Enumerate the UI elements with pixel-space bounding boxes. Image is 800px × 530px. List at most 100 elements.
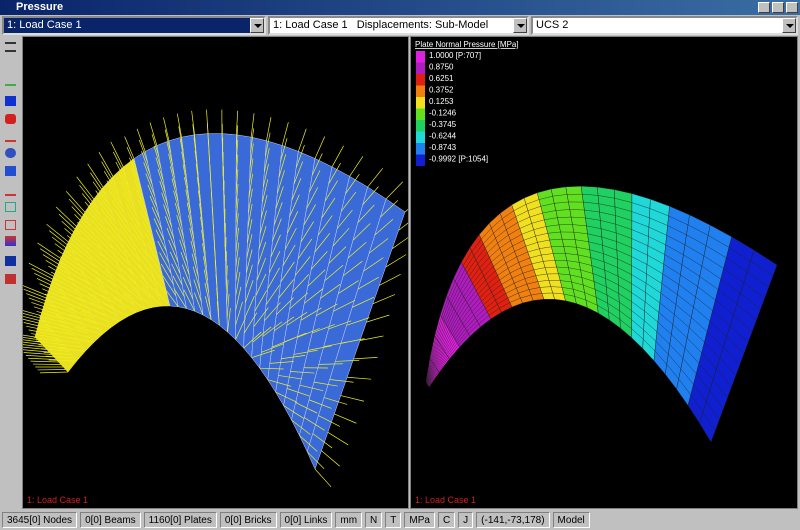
result-dropdown[interactable]: 1: Load Case 1 Displacements: Sub-Model <box>268 16 529 35</box>
load-arrow <box>88 294 114 309</box>
tool-icon[interactable] <box>5 202 16 212</box>
load-arrow <box>316 303 338 316</box>
tool-icon[interactable] <box>5 236 16 246</box>
mesh-line <box>603 261 618 268</box>
mesh-line <box>543 260 555 262</box>
model-view <box>7 109 424 488</box>
ucs-dropdown[interactable]: UCS 2 <box>531 16 798 35</box>
mesh-line <box>720 278 741 294</box>
tool-icon[interactable] <box>5 96 16 106</box>
mesh-line <box>442 300 450 320</box>
load-arrow <box>145 173 155 196</box>
load-arrow <box>110 287 134 305</box>
tool-icon[interactable] <box>5 274 16 284</box>
load-arrow <box>126 146 137 170</box>
tool-icon[interactable] <box>5 186 16 196</box>
load-arrow <box>185 189 192 214</box>
close-button[interactable] <box>786 2 798 13</box>
mesh-line <box>709 390 724 409</box>
maximize-button[interactable] <box>772 2 784 13</box>
mesh-line <box>436 319 443 339</box>
load-arrow <box>295 402 318 414</box>
load-arrow <box>275 186 284 210</box>
mesh-line <box>448 313 458 330</box>
mesh-line <box>614 198 632 203</box>
mesh-line <box>505 287 517 294</box>
load-arrow <box>31 267 57 282</box>
load-arrow <box>69 314 97 324</box>
mesh-line <box>619 302 632 311</box>
load-arrow <box>97 243 119 265</box>
mesh-line <box>662 273 680 285</box>
status-field: J <box>458 512 474 528</box>
load-arrow <box>98 152 114 177</box>
load-arrow <box>286 312 308 326</box>
load-arrow <box>112 297 137 313</box>
mesh-line <box>440 328 449 347</box>
mesh-line <box>483 232 494 244</box>
legend-label: -0.6244 <box>429 132 457 141</box>
load-arrow <box>249 158 254 183</box>
mesh-line <box>517 216 530 223</box>
load-arrow <box>76 176 95 200</box>
load-arrow <box>225 237 227 262</box>
mesh-line <box>663 264 681 275</box>
mesh-line <box>471 238 482 252</box>
right-viewport[interactable]: Plate Normal Pressure [MPa] 1.0000 [P:707… <box>410 36 798 509</box>
mesh-line <box>682 358 697 374</box>
tool-icon[interactable] <box>5 220 16 230</box>
load-case-dropdown[interactable]: 1: Load Case 1 <box>2 16 266 35</box>
mesh-line <box>616 241 632 248</box>
load-arrow <box>100 208 119 231</box>
load-arrow <box>159 180 168 204</box>
mesh-line <box>648 226 667 236</box>
left-viewport[interactable]: 1: Load Case 1 <box>7 36 424 509</box>
mesh-line <box>561 287 574 290</box>
mesh-line <box>579 262 592 266</box>
load-arrow <box>178 126 184 150</box>
mesh-line <box>506 222 518 230</box>
load-arrow <box>66 336 94 343</box>
load-arrow <box>182 276 194 300</box>
tool-icon[interactable] <box>5 148 16 158</box>
load-arrow <box>293 161 303 185</box>
load-arrow <box>40 371 69 374</box>
mesh-line <box>495 293 506 301</box>
load-arrow <box>252 326 272 343</box>
load-arrow <box>277 170 285 194</box>
tool-icon[interactable] <box>5 114 16 124</box>
load-arrow <box>200 216 205 241</box>
load-arrow <box>235 110 239 135</box>
mesh-line <box>678 378 691 396</box>
load-arrow <box>269 251 281 273</box>
load-arrow <box>61 220 83 241</box>
mesh-line <box>644 320 658 332</box>
minimize-button[interactable] <box>758 2 770 13</box>
tool-icon[interactable] <box>5 166 16 176</box>
load-arrow <box>297 238 313 259</box>
tool-icon[interactable] <box>5 76 16 86</box>
load-arrow <box>48 359 77 362</box>
load-arrow <box>131 168 143 191</box>
mesh-line <box>527 248 540 253</box>
mesh-line <box>533 267 546 270</box>
window-title: Pressure <box>16 1 64 13</box>
load-arrow <box>183 289 196 312</box>
load-arrow <box>103 303 129 317</box>
mesh-line <box>435 350 445 368</box>
mesh-line <box>537 239 550 243</box>
load-arrow <box>137 264 157 287</box>
load-arrow <box>150 265 166 286</box>
status-field: T <box>385 512 402 528</box>
load-arrow <box>235 257 240 282</box>
mesh-line <box>576 247 590 250</box>
load-arrow <box>216 301 220 326</box>
tool-icon[interactable] <box>5 132 16 142</box>
load-arrow <box>136 128 146 152</box>
tool-icon[interactable] <box>5 42 16 52</box>
mesh-line <box>445 338 456 354</box>
mesh-line <box>649 217 668 226</box>
mesh-line <box>457 331 468 344</box>
mesh-line <box>465 317 476 329</box>
tool-icon[interactable] <box>5 256 16 266</box>
